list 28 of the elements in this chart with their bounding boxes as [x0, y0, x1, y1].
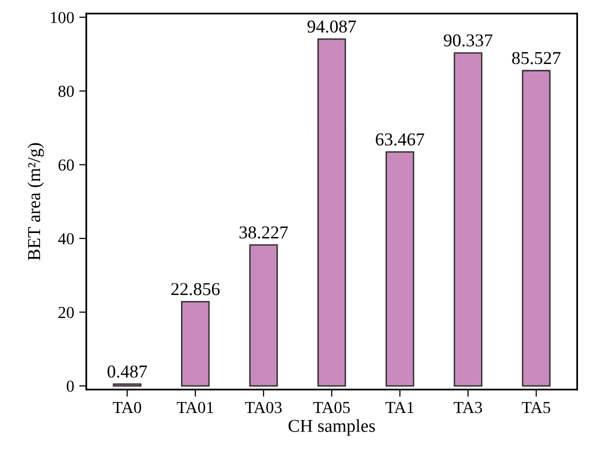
y-tick-label: 100	[50, 12, 74, 24]
y-tick-label: 60	[58, 159, 74, 171]
data-label: 0.487	[108, 365, 147, 378]
bar	[249, 244, 278, 387]
bar	[522, 70, 551, 387]
data-label: 38.227	[240, 226, 288, 239]
x-tick-label: TA5	[522, 402, 550, 414]
x-axis-title: CH samples	[288, 419, 375, 436]
bar	[317, 38, 346, 387]
x-tick-label: TA01	[176, 402, 214, 414]
data-label: 90.337	[444, 34, 492, 47]
data-label: 85.527	[512, 52, 561, 64]
x-tick-label: TA05	[313, 402, 350, 414]
x-tick-label: TA1	[386, 402, 414, 413]
x-tick-label: TA03	[245, 402, 282, 414]
bar	[181, 300, 210, 387]
data-label: 22.856	[171, 283, 220, 296]
y-tick-label: 20	[58, 306, 74, 318]
x-tick-label: TA0	[112, 402, 142, 414]
x-tick-label: TA3	[454, 402, 482, 414]
data-label: 94.087	[307, 20, 356, 33]
bar	[454, 52, 482, 387]
bar	[386, 151, 414, 387]
y-tick-label: 80	[58, 86, 74, 97]
y-tick-label: 0	[66, 380, 74, 392]
y-tick-label: 40	[58, 233, 74, 244]
y-axis-title: BET area (m²/g)	[27, 143, 44, 260]
data-label: 63.467	[376, 133, 424, 146]
